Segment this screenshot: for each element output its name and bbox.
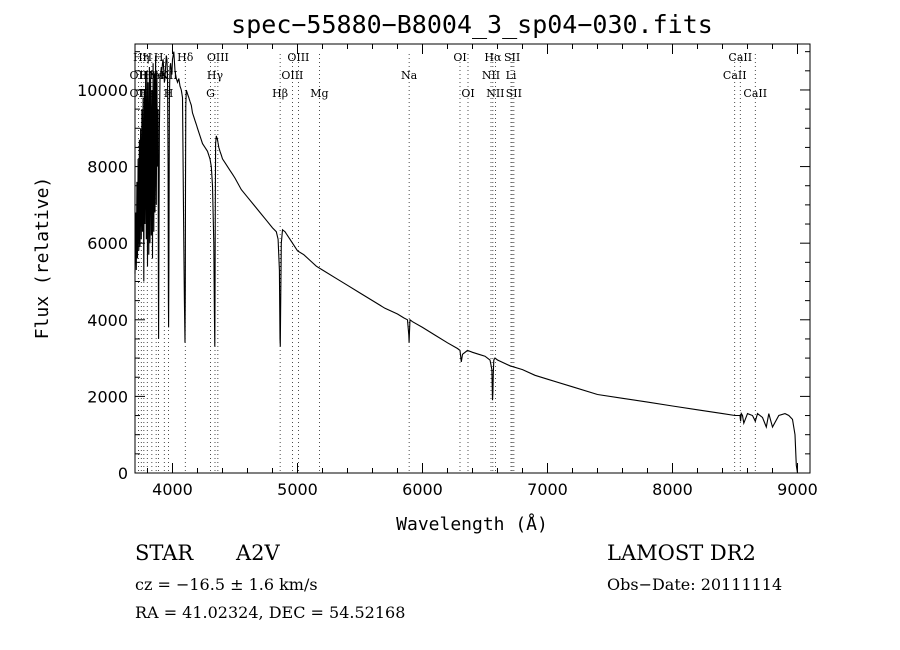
x-tick-label: 4000: [152, 480, 193, 499]
plot-frame: [134, 43, 811, 474]
line-label: H: [139, 69, 149, 82]
x-tick-label: 7000: [527, 480, 568, 499]
line-label: Li: [506, 69, 517, 82]
line-label: NII: [486, 87, 504, 100]
spectral-subclass: A2V: [236, 541, 280, 565]
line-label: H: [164, 87, 174, 100]
y-axis-label: Flux (relative): [32, 177, 53, 340]
line-label: Hδ: [177, 51, 194, 64]
y-tick-label: 6000: [87, 234, 128, 253]
line-label: NII: [482, 69, 500, 82]
line-label: H: [154, 51, 164, 64]
line-label: Mg: [310, 87, 328, 100]
line-label: OI: [461, 87, 474, 100]
line-label: OI: [453, 51, 466, 64]
line-label: Hβ: [272, 87, 288, 100]
line-label: OIII: [281, 69, 303, 82]
line-label: Hα: [484, 51, 502, 64]
x-tick-label: 9000: [777, 480, 818, 499]
line-label: OIII: [207, 51, 229, 64]
redshift-text: cz = −16.5 ± 1.6 km/s: [135, 575, 318, 594]
line-label: Hη: [133, 51, 149, 64]
y-tick-label: 8000: [87, 158, 128, 177]
y-axis: 0 2000 4000 6000 8000 10000: [77, 51, 810, 483]
spectral-line-markers: [138, 54, 756, 473]
y-tick-label: 4000: [87, 311, 128, 330]
line-label: OII: [130, 69, 148, 82]
line-label: OIII: [287, 51, 309, 64]
line-label: Na: [401, 69, 418, 82]
line-label: SII: [506, 87, 522, 100]
chart-title: spec−55880−B8004_3_sp04−030.fits: [231, 10, 713, 39]
x-axis-label: Wavelength (Å): [396, 513, 548, 535]
line-label: Hγ: [207, 69, 224, 82]
y-tick-label: 0: [118, 464, 128, 483]
object-type: STAR: [135, 541, 194, 565]
spectrum-line: [134, 51, 799, 474]
line-label: G: [206, 87, 215, 100]
line-label: CaII: [723, 69, 747, 82]
x-axis: 4000 5000 6000 7000 8000 9000: [147, 44, 818, 499]
x-tick-label: 6000: [402, 480, 443, 499]
coordinates-text: RA = 41.02324, DEC = 54.52168: [135, 603, 406, 622]
line-label: H: [142, 51, 152, 64]
x-tick-label: 5000: [277, 480, 318, 499]
line-label: SII: [504, 51, 520, 64]
x-tick-label: 8000: [652, 480, 693, 499]
y-tick-label: 10000: [77, 81, 128, 100]
y-tick-label: 2000: [87, 387, 128, 406]
line-label: CaII: [728, 51, 752, 64]
survey-name: LAMOST DR2: [607, 541, 756, 565]
line-label: CaII: [743, 87, 767, 100]
observation-date: Obs−Date: 20111114: [607, 575, 783, 594]
